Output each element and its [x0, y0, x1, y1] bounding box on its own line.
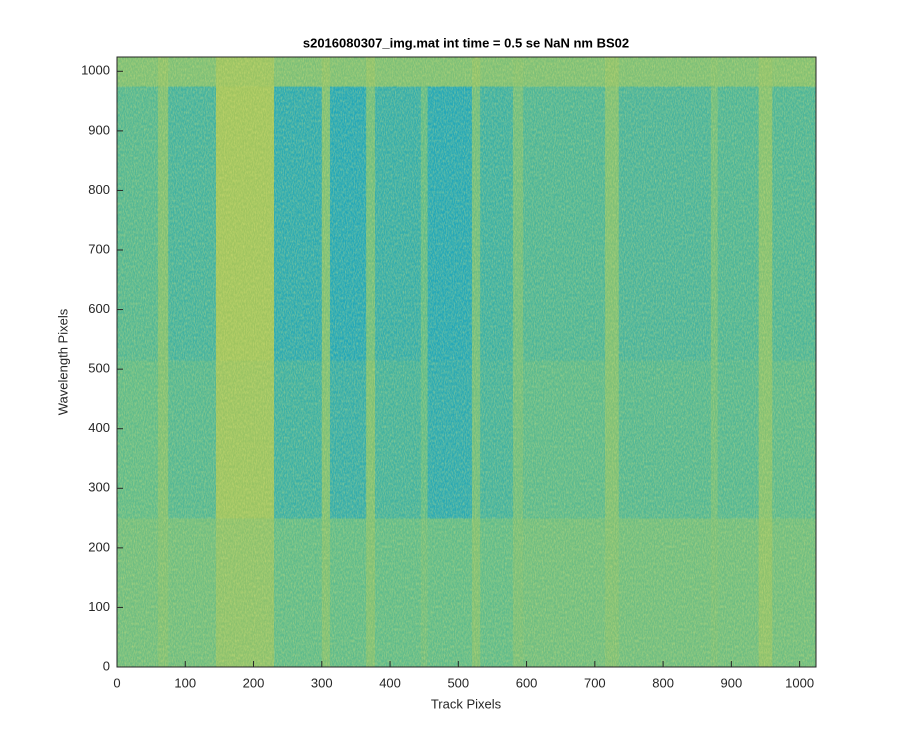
y-tick-label: 400: [88, 420, 110, 435]
y-tick-label: 800: [88, 182, 110, 197]
y-tick-label: 300: [88, 480, 110, 495]
x-tick-label: 1000: [785, 675, 814, 690]
y-tick-label: 600: [88, 301, 110, 316]
noise-texture: [117, 57, 816, 667]
x-tick-label: 700: [584, 675, 606, 690]
axes-box: [116, 56, 817, 668]
y-axis-label: Wavelength Pixels: [55, 308, 70, 415]
x-tick-label: 800: [652, 675, 674, 690]
y-tick-label: 100: [88, 599, 110, 614]
chart-title: s2016080307_img.mat int time = 0.5 se Na…: [303, 35, 629, 50]
y-tick-label: 500: [88, 361, 110, 376]
y-tick-label: 0: [103, 658, 110, 673]
y-tick-label: 1000: [81, 63, 110, 78]
y-tick-label: 700: [88, 241, 110, 256]
x-tick-label: 400: [379, 675, 401, 690]
x-axis-label: Track Pixels: [431, 696, 502, 711]
x-tick-label: 300: [311, 675, 333, 690]
x-tick-label: 0: [113, 675, 120, 690]
x-tick-label: 200: [243, 675, 265, 690]
x-tick-label: 100: [174, 675, 196, 690]
y-tick-label: 900: [88, 122, 110, 137]
x-tick-label: 500: [447, 675, 469, 690]
y-tick-label: 200: [88, 539, 110, 554]
x-tick-label: 900: [721, 675, 743, 690]
x-tick-label: 600: [516, 675, 538, 690]
